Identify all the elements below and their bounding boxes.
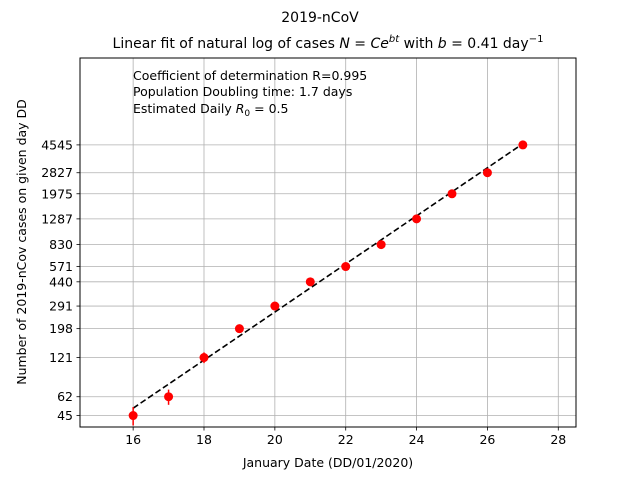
x-tick-label: 28 [550,432,566,447]
y-tick-label: 2827 [41,165,73,180]
data-point [270,302,279,311]
data-point [235,324,244,333]
x-axis-label: January Date (DD/01/2020) [242,455,413,470]
y-tick-label: 198 [49,321,73,336]
data-point [306,277,315,286]
y-tick-label: 571 [49,259,73,274]
y-tick-label: 45 [57,408,73,423]
x-tick-label: 26 [479,432,495,447]
y-axis-label: Number of 2019-nCov cases on given day D… [14,99,29,385]
y-tick-label: 1287 [41,211,73,226]
annotation-doubling: Population Doubling time: 1.7 days [133,84,352,99]
y-tick-label: 121 [49,350,73,365]
data-point [129,411,138,420]
data-point [341,262,350,271]
chart-subtitle: Linear fit of natural log of cases N = C… [113,34,544,52]
data-point [483,168,492,177]
data-point [164,392,173,401]
data-point [412,214,421,223]
y-tick-label: 4545 [41,137,73,152]
data-point [448,189,457,198]
data-point [200,353,209,362]
y-tick-label: 440 [49,274,73,289]
x-tick-label: 16 [125,432,141,447]
y-tick-label: 1975 [41,186,73,201]
x-tick-label: 22 [338,432,354,447]
y-tick-label: 830 [49,237,73,252]
data-point [377,240,386,249]
chart-title: 2019-nCoV [281,10,359,26]
annotation-r: Coefficient of determination R=0.995 [133,68,367,83]
x-tick-label: 18 [196,432,212,447]
y-tick-label: 291 [49,299,73,314]
x-tick-label: 20 [267,432,283,447]
y-tick-label: 62 [57,389,73,404]
data-point [518,140,527,149]
x-tick-label: 24 [409,432,425,447]
